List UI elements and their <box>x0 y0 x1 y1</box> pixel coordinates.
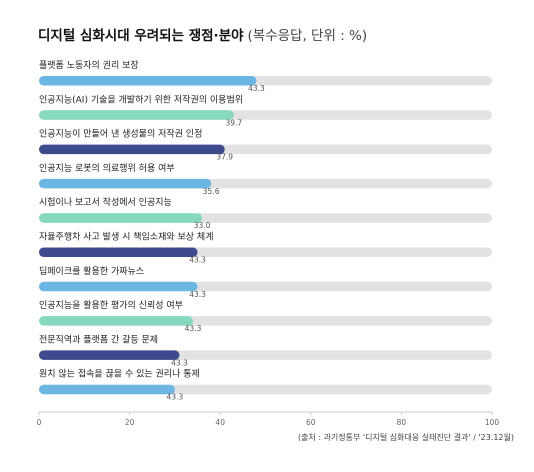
category-label: 인공지능을 활용한 평가의 신뢰성 여부 <box>39 299 183 311</box>
x-tick-label: 60 <box>306 418 316 427</box>
bar <box>39 178 212 189</box>
bar <box>39 350 180 360</box>
category-label: 전문직역과 플랫폼 간 갈등 문제 <box>39 334 158 345</box>
bar <box>39 76 257 86</box>
x-tick-label: 100 <box>485 418 500 427</box>
category-label: 인공지능 로봇의 의료행위 허용 여부 <box>39 162 175 174</box>
category-label: 인공지능(AI) 기술을 개발하기 위한 저작권의 이용범위 <box>39 93 243 105</box>
x-tick-label: 40 <box>215 418 225 427</box>
category-label: 플랫폼 노동자의 권리 보장 <box>39 59 139 71</box>
chart-title-unit: (복수응답, 단위 : %) <box>247 28 368 44</box>
value-label: 43.3 <box>171 358 188 367</box>
value-label: 35.6 <box>203 187 220 196</box>
category-label: 자율주행차 사고 발생 시 책임소재와 보상 체계 <box>39 231 214 243</box>
value-label: 43.3 <box>185 324 202 333</box>
category-label: 인공지능이 만들어 낸 생성물의 저작권 인정 <box>39 128 202 140</box>
x-tick-label: 0 <box>37 418 42 427</box>
value-label: 33.0 <box>194 221 211 230</box>
category-label: 원치 않는 접속을 끊을 수 있는 권리나 통제 <box>39 368 200 380</box>
bar <box>39 316 194 326</box>
value-label: 43.3 <box>167 393 184 402</box>
bar <box>39 281 198 292</box>
source-note: (출처 : 과기정통부 '디지털 심화대응 실태진단 결과' / '23.12월… <box>297 433 514 442</box>
value-label: 37.9 <box>216 153 233 162</box>
bar <box>39 110 234 120</box>
value-label: 43.3 <box>189 256 206 265</box>
chart-title: 디지털 심화시대 우려되는 쟁점·분야 (복수응답, 단위 : %) <box>38 24 367 44</box>
category-label: 시험이나 보고서 작성에서 인공지능 <box>39 197 172 208</box>
value-label: 39.7 <box>225 118 242 127</box>
x-tick-label: 20 <box>125 418 135 427</box>
bar <box>39 384 175 395</box>
category-label: 딥페이크를 활용한 가짜뉴스 <box>39 265 144 277</box>
bar <box>39 144 225 155</box>
value-label: 43.3 <box>248 84 265 93</box>
bar <box>39 247 198 257</box>
value-label: 43.3 <box>189 290 206 299</box>
chart-title-main: 디지털 심화시대 우려되는 쟁점·분야 <box>38 28 244 44</box>
bar <box>39 213 203 223</box>
x-tick-label: 80 <box>397 418 407 427</box>
